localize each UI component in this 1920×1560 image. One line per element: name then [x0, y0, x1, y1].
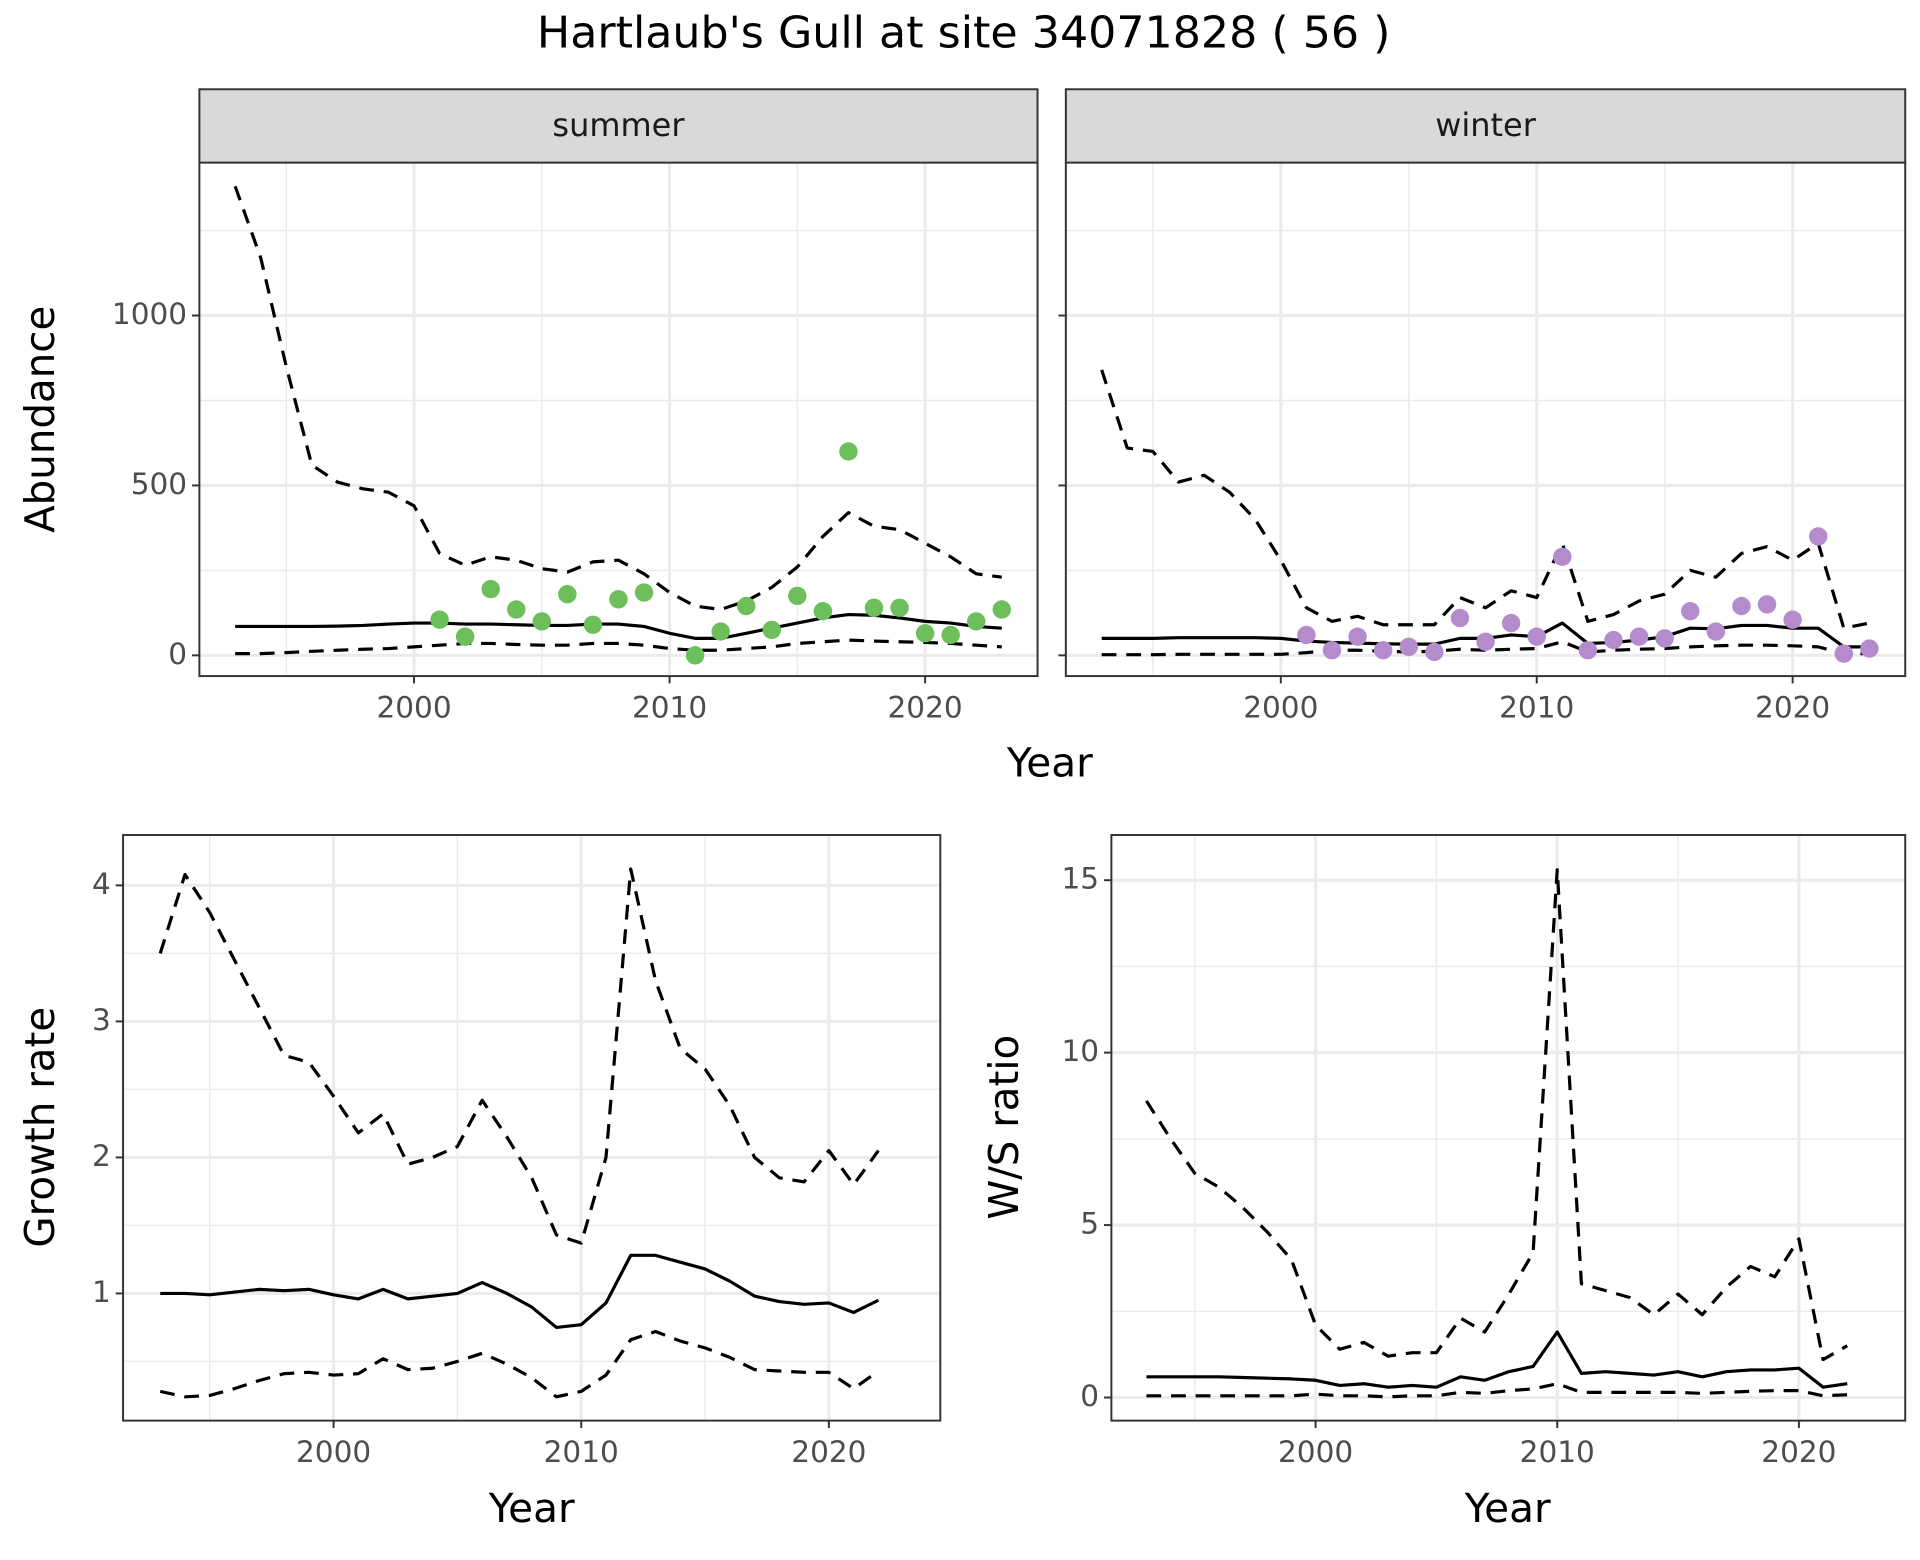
- data-point: [1553, 547, 1572, 566]
- data-point: [634, 583, 654, 602]
- data-point: [1834, 644, 1854, 663]
- data-point: [583, 615, 603, 634]
- x-tick-label: 2010: [632, 691, 707, 725]
- x-tick-label: 2020: [791, 1435, 866, 1469]
- data-point: [966, 612, 986, 631]
- data-point: [1322, 641, 1342, 660]
- data-point: [1348, 627, 1367, 646]
- data-point: [1629, 627, 1649, 646]
- data-point: [1757, 595, 1777, 614]
- interval-line: [159, 1329, 880, 1399]
- data-point: [1297, 625, 1316, 645]
- x-tick-label: 2000: [296, 1435, 371, 1469]
- panel-border: [1110, 834, 1907, 1422]
- data-point: [915, 624, 935, 643]
- facet-strip: [1064, 88, 1907, 164]
- interval-line: [235, 638, 1002, 656]
- mean-line: [160, 1253, 880, 1330]
- data-point: [1501, 613, 1521, 633]
- x-tick-label: 2000: [376, 691, 451, 725]
- y-tick-label: 500: [131, 467, 187, 501]
- data-point: [762, 620, 782, 640]
- data-point: [736, 596, 756, 616]
- data-point: [1373, 641, 1393, 660]
- data-point: [788, 586, 807, 606]
- y-tick-label: 15: [1061, 862, 1099, 896]
- panel-background: [1065, 162, 1906, 677]
- data-point: [685, 646, 705, 665]
- panel-border: [122, 834, 942, 1422]
- facet-label: winter: [1435, 106, 1537, 144]
- data-point: [609, 590, 628, 609]
- data-point: [941, 625, 960, 645]
- interval-line: [1146, 1382, 1848, 1399]
- panel-background: [123, 835, 941, 1421]
- data-point: [481, 579, 500, 599]
- data-point: [1860, 639, 1879, 658]
- data-point: [1425, 642, 1444, 662]
- y-tick-label: 2: [92, 1139, 111, 1173]
- data-point: [1578, 641, 1598, 660]
- y-tick-label: 0: [168, 637, 187, 671]
- x-tick-label: 2020: [888, 691, 963, 725]
- y-tick-label: 3: [92, 1003, 111, 1037]
- y-tick-label: 1000: [112, 297, 187, 331]
- y-tick-label: 5: [1080, 1207, 1099, 1241]
- y-tick-label: 1: [92, 1275, 111, 1309]
- interval-line: [158, 867, 880, 1245]
- data-point: [1681, 602, 1700, 621]
- data-point: [711, 622, 730, 641]
- data-point: [1450, 608, 1470, 628]
- data-point: [430, 610, 449, 629]
- data-point: [1399, 637, 1418, 657]
- interval-line: [1100, 369, 1870, 630]
- data-point: [1783, 610, 1802, 629]
- data-point: [890, 598, 909, 617]
- x-tick-label: 2020: [1755, 691, 1830, 725]
- y-axis-title: Abundance: [16, 306, 64, 533]
- data-point: [1808, 527, 1828, 546]
- x-axis-title: Year: [1464, 1484, 1551, 1532]
- y-tick-label: 0: [1080, 1379, 1099, 1413]
- interval-line: [1145, 868, 1849, 1362]
- panel-background: [1111, 835, 1906, 1421]
- data-point: [532, 612, 552, 631]
- mean-line: [1146, 1330, 1848, 1389]
- data-point: [813, 602, 833, 621]
- data-point: [992, 600, 1011, 619]
- facet-label: summer: [552, 106, 685, 144]
- data-point: [1527, 627, 1546, 646]
- data-point: [864, 598, 884, 617]
- y-axis-title: W/S ratio: [980, 1035, 1028, 1220]
- data-point: [839, 442, 858, 461]
- data-point: [1706, 622, 1726, 641]
- x-tick-label: 2020: [1761, 1435, 1836, 1469]
- data-point: [455, 627, 475, 646]
- x-tick-label: 2000: [1278, 1435, 1353, 1469]
- y-tick-label: 10: [1061, 1034, 1099, 1068]
- x-tick-label: 2010: [1520, 1435, 1595, 1469]
- interval-line: [233, 185, 1002, 612]
- y-axis-title: Growth rate: [16, 1007, 64, 1248]
- facet-strip: [198, 88, 1039, 164]
- data-point: [1732, 596, 1751, 616]
- x-tick-label: 2000: [1243, 691, 1318, 725]
- x-axis-title: Year: [1006, 738, 1093, 786]
- data-point: [558, 585, 577, 604]
- x-axis-title: Year: [488, 1484, 575, 1532]
- data-point: [1604, 630, 1623, 650]
- data-point: [507, 600, 526, 619]
- data-point: [1655, 629, 1674, 648]
- x-tick-label: 2010: [544, 1435, 619, 1469]
- data-point: [1476, 632, 1495, 651]
- x-tick-label: 2010: [1499, 691, 1574, 725]
- y-tick-label: 4: [92, 867, 111, 901]
- interval-line: [1101, 640, 1870, 657]
- figure-title: Hartlaub's Gull at site 34071828 ( 56 ): [537, 8, 1391, 59]
